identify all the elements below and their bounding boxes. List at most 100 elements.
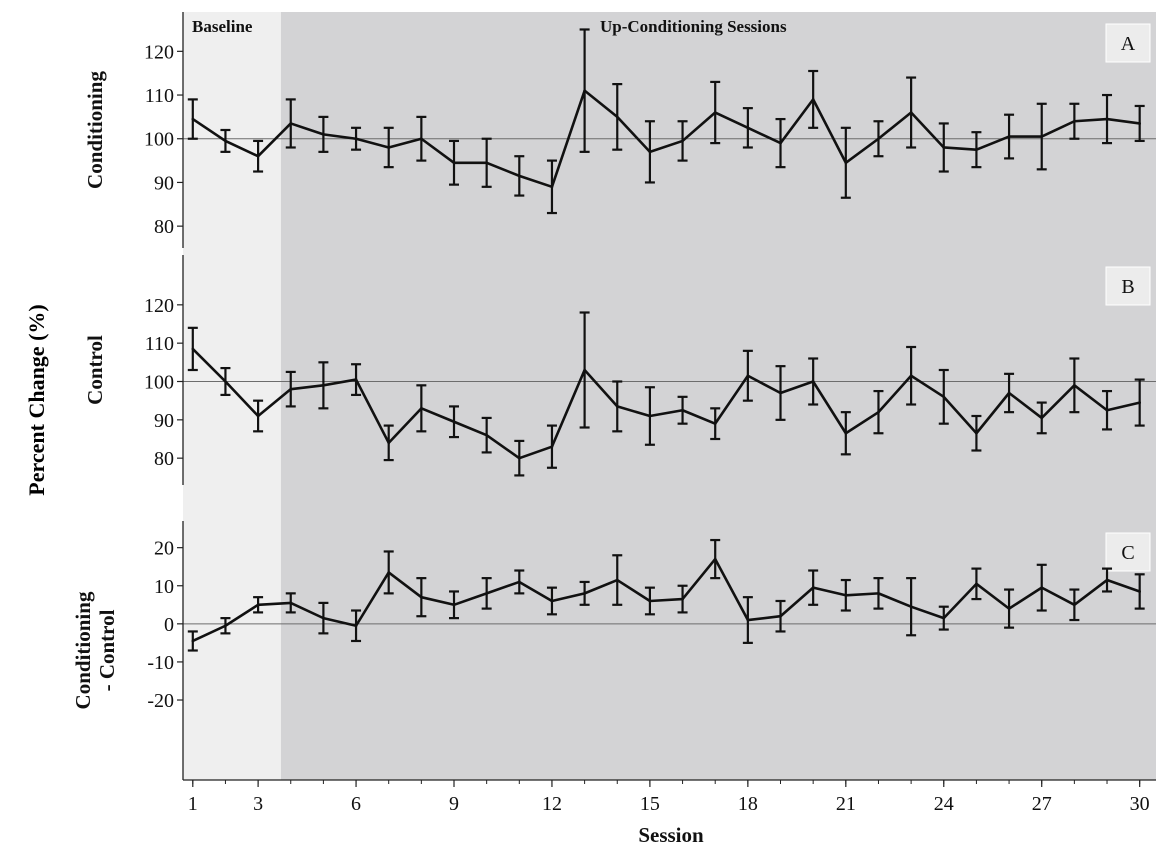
data-point [615, 405, 619, 408]
data-point [909, 605, 913, 608]
data-point [713, 557, 717, 561]
series-line-B [191, 347, 1140, 460]
data-point [1073, 119, 1076, 123]
panel-label-box-B [1105, 266, 1151, 306]
baseline-region [183, 12, 281, 780]
panel-ylabel-C: Conditioning- Control [71, 591, 119, 709]
data-point [1138, 590, 1141, 593]
data-point [1007, 607, 1011, 610]
y-tick-label: 80 [154, 448, 174, 470]
data-point [224, 139, 227, 143]
data-point [746, 618, 750, 622]
data-point [485, 161, 488, 165]
data-point [1105, 117, 1109, 121]
panel-label-box-A [1105, 23, 1151, 63]
panel-label-B: B [1121, 276, 1134, 298]
y-tick-label: 80 [154, 216, 174, 238]
data-point [975, 431, 978, 435]
data-point [420, 137, 423, 141]
data-point [191, 639, 195, 643]
data-point [191, 117, 195, 121]
data-point [681, 408, 684, 412]
y-tick-label: -10 [147, 652, 174, 674]
data-point [681, 139, 684, 143]
data-point [1007, 391, 1011, 395]
panel-label-A: A [1121, 33, 1136, 55]
x-tick-label: 6 [351, 793, 361, 815]
data-point [354, 378, 358, 381]
data-point [681, 597, 684, 601]
up-conditioning-region [280, 12, 1157, 780]
y-tick-label: 90 [154, 172, 174, 194]
x-tick-label: 15 [640, 793, 660, 815]
data-point [942, 616, 946, 620]
data-point [844, 431, 848, 435]
x-tick-label: 12 [542, 793, 562, 815]
data-point [322, 384, 325, 387]
data-point [485, 433, 488, 437]
x-tick-label: 27 [1032, 793, 1052, 815]
data-point [844, 161, 848, 165]
panel-ylabel-A: Conditioning [83, 71, 107, 189]
data-point [844, 593, 848, 597]
data-point [550, 185, 554, 189]
data-point [648, 150, 652, 154]
data-point [1073, 603, 1076, 607]
panel-label-box-C [1105, 532, 1151, 572]
data-point [289, 601, 293, 605]
data-point [224, 380, 227, 383]
data-point [452, 161, 456, 165]
data-point [387, 146, 391, 149]
data-point [1138, 401, 1141, 404]
data-point [583, 592, 586, 595]
data-point [811, 586, 815, 589]
y-tick-label: 110 [145, 85, 174, 107]
data-point [975, 148, 978, 151]
data-point [322, 133, 325, 136]
data-point [779, 141, 782, 145]
data-point [387, 441, 391, 445]
y-tick-label: 0 [164, 614, 174, 636]
data-point [713, 422, 717, 425]
x-tick-label: 21 [836, 793, 856, 815]
data-point [648, 599, 652, 603]
data-point [354, 624, 358, 628]
x-tick-label: 18 [738, 793, 758, 815]
data-point [746, 374, 750, 378]
data-point [942, 395, 946, 399]
data-point [387, 571, 391, 574]
data-point [877, 592, 880, 595]
y-tick-label: 100 [144, 129, 174, 151]
data-point [518, 456, 521, 460]
data-point [909, 111, 913, 114]
axes-layer [177, 12, 1156, 787]
y-tick-label: -20 [147, 690, 174, 712]
data-point [256, 603, 260, 607]
data-point [648, 414, 652, 418]
data-point [256, 154, 260, 158]
data-point [1040, 416, 1044, 420]
data-point [1007, 135, 1011, 138]
data-point [1105, 578, 1109, 582]
data-point [550, 599, 554, 603]
data-point [289, 387, 293, 391]
panel-ylabel-B: Control [83, 335, 107, 405]
data-point [615, 115, 619, 119]
data-point [550, 445, 554, 448]
data-point [583, 368, 586, 372]
data-point [224, 624, 227, 628]
data-point [811, 98, 815, 101]
series-line-A [192, 89, 1140, 189]
x-tick-label: 24 [934, 793, 954, 815]
x-tick-label: 1 [188, 793, 198, 815]
y-axis-title: Percent Change (%) [24, 304, 49, 495]
data-point [1105, 408, 1109, 412]
data-point [322, 616, 325, 620]
data-point [811, 380, 815, 383]
data-point [877, 137, 880, 141]
data-point [779, 614, 782, 618]
data-point [975, 582, 978, 586]
x-tick-label: 30 [1130, 793, 1150, 815]
data-point [615, 578, 619, 582]
